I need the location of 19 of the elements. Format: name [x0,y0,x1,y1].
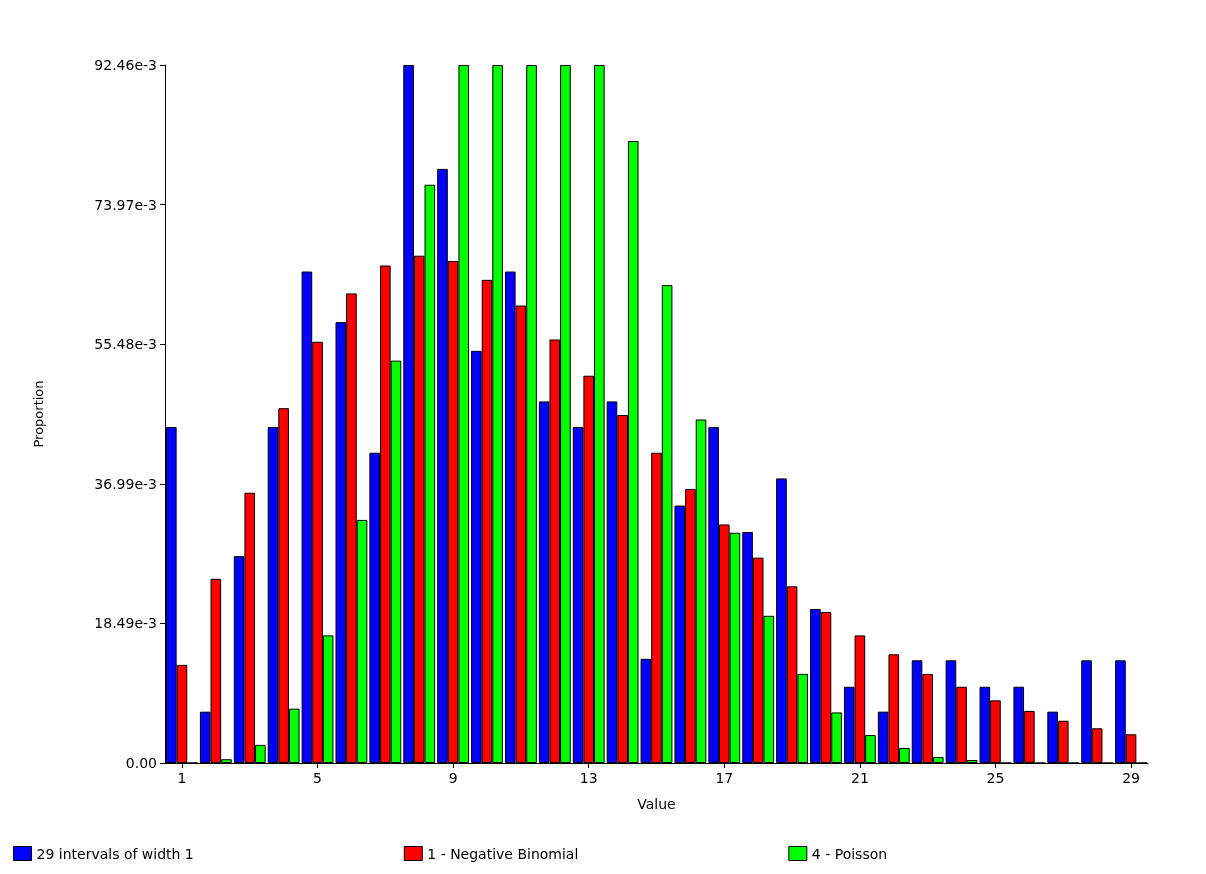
x-tick-label: 25 [986,770,1005,786]
x-axis-title: Value [637,796,676,812]
x-tick-label: 21 [850,770,869,786]
y-axis-title: Proportion [31,380,46,448]
y-tick-label: 18.49e-3 [94,615,157,632]
legend-label: 29 intervals of width 1 [36,845,194,862]
y-tick-label: 55.48e-3 [94,336,157,353]
legend-label: 1 - Negative Binomial [427,845,579,862]
legend-label: 4 - Poisson [811,845,888,862]
x-tick-label: 29 [1122,770,1140,786]
x-tick-label: 1 [177,770,187,786]
y-tick-label: 36.99e-3 [94,475,157,492]
y-tick-label: 73.97e-3 [94,196,157,213]
y-tick-label: 92.46e-3 [94,57,157,73]
y-tick-label: 0.00 [125,755,157,771]
x-tick-label: 5 [313,770,322,786]
x-tick-label: 17 [715,770,734,786]
x-tick-label: 9 [448,770,458,786]
x-tick-label: 13 [579,770,598,786]
